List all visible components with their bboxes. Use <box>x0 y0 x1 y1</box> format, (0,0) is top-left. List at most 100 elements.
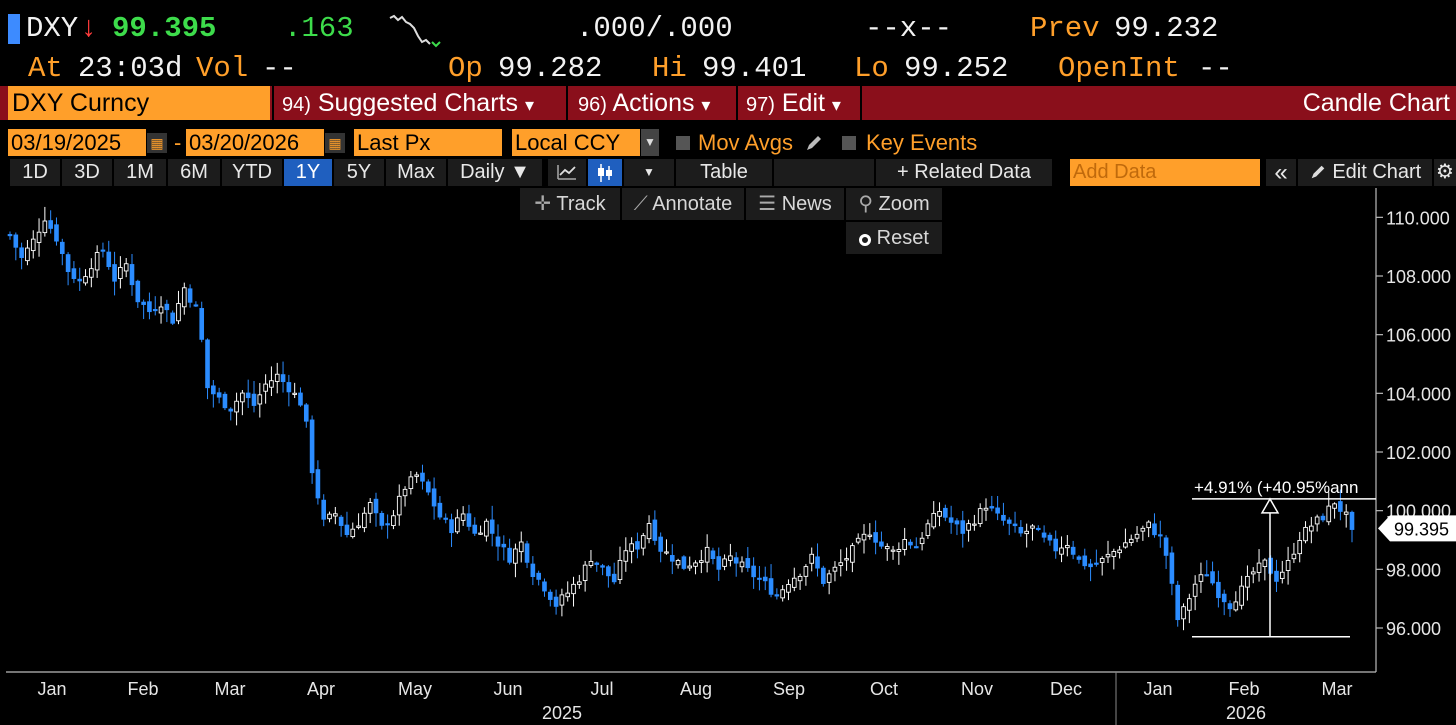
candle-body <box>559 594 565 606</box>
candle-body <box>1082 555 1088 567</box>
candle-body <box>362 512 367 529</box>
tab-ytd[interactable]: YTD <box>222 159 282 186</box>
candle-body <box>1175 584 1181 621</box>
open-interest-label: OpenInt <box>1058 52 1180 85</box>
net-change: .163 <box>284 12 354 45</box>
table-button[interactable]: Table <box>676 159 772 186</box>
menu-number: 94) <box>282 94 311 116</box>
suggested-charts-menu[interactable]: 94) Suggested Charts ▾ <box>282 86 534 120</box>
tab-6m[interactable]: 6M <box>168 159 220 186</box>
reset-button[interactable]: Reset <box>846 222 942 254</box>
candle-body <box>30 238 36 252</box>
candle-body <box>1338 501 1343 512</box>
annotate-button[interactable]: ⟋ Annotate <box>622 188 744 220</box>
at-label: At <box>28 52 63 85</box>
candle-body <box>617 559 623 581</box>
candle-body <box>786 584 791 593</box>
x-tick-label: Nov <box>961 679 993 699</box>
candle-body <box>257 394 263 405</box>
candle-body <box>408 476 414 490</box>
key-events-checkbox[interactable] <box>842 136 856 150</box>
price-field-select[interactable]: Last Px <box>354 129 502 156</box>
actions-menu[interactable]: 96) Actions ▾ <box>578 86 710 120</box>
x-tick-label: Jan <box>1143 679 1172 699</box>
candle-body <box>245 392 251 399</box>
candle-body <box>850 545 855 563</box>
candle-body <box>286 382 292 393</box>
reset-icon <box>859 234 872 246</box>
candle-body <box>77 278 83 282</box>
track-button[interactable]: ✛ Track <box>520 188 620 220</box>
candle-body <box>733 557 739 564</box>
candle-body <box>1012 523 1018 527</box>
candle-body <box>1018 526 1024 534</box>
candle-body <box>1204 574 1210 577</box>
candle-body <box>948 517 954 523</box>
candle-body <box>1221 593 1227 603</box>
candle-body <box>594 562 600 565</box>
add-data-input[interactable]: Add Data <box>1070 159 1260 186</box>
candle-chart-button[interactable] <box>588 159 622 186</box>
mov-avgs-label[interactable]: Mov Avgs <box>698 130 793 155</box>
candle-body <box>983 507 989 511</box>
tab-1d[interactable]: 1D <box>10 159 60 186</box>
candle-body <box>1239 585 1244 606</box>
candle-body <box>106 251 112 268</box>
menu-number: 96) <box>578 94 607 116</box>
candle-body <box>890 549 896 552</box>
calendar-icon[interactable]: ▦ <box>325 133 345 153</box>
tab-1y[interactable]: 1Y <box>284 159 332 186</box>
y-tick-label: 104.000 <box>1386 384 1451 404</box>
mov-avgs-checkbox[interactable] <box>676 136 690 150</box>
candle-body <box>129 264 135 286</box>
candle-body <box>1006 519 1012 524</box>
x-tick-label: Jan <box>37 679 66 699</box>
candle-body <box>460 513 466 521</box>
candle-body <box>135 280 141 303</box>
candle-body <box>902 539 907 550</box>
candle-body <box>606 566 611 577</box>
volume: -- <box>262 52 297 85</box>
gear-icon[interactable]: ⚙ <box>1434 159 1456 186</box>
candle-body <box>977 508 983 525</box>
measure-annotation: +4.91% (+40.95%ann 99.395 <box>1192 478 1456 638</box>
candle-body <box>966 523 971 531</box>
related-data-menu[interactable]: + Related Data <box>876 159 1052 186</box>
currency-select[interactable]: Local CCY <box>512 129 640 156</box>
high-price: 99.401 <box>702 52 807 85</box>
frequency-select[interactable]: Daily ▼ <box>448 159 542 186</box>
candle-body <box>658 536 663 552</box>
edit-chart-button[interactable]: Edit Chart <box>1298 159 1432 186</box>
y-tick-label: 108.000 <box>1386 267 1451 287</box>
candle-body <box>501 543 507 548</box>
tab-3d[interactable]: 3D <box>62 159 112 186</box>
start-date-field[interactable]: 03/19/2025 <box>8 129 146 156</box>
candle-body <box>472 524 478 534</box>
collapse-panel-button[interactable]: « <box>1266 159 1296 186</box>
chart-style-dropdown[interactable]: ▼ <box>624 159 674 186</box>
quote-stats: At 23:03d Vol -- Op 99.282 Hi 99.401 Lo … <box>0 50 1456 86</box>
edit-menu[interactable]: 97) Edit ▾ <box>746 86 841 120</box>
calendar-icon[interactable]: ▦ <box>147 133 167 153</box>
candle-body <box>722 558 727 567</box>
candle-body <box>791 577 797 588</box>
candle-body <box>780 589 785 599</box>
candle-body <box>170 312 175 324</box>
candle-body <box>1262 559 1268 567</box>
key-events-label[interactable]: Key Events <box>866 130 978 155</box>
candle-body <box>431 488 437 507</box>
tab-max[interactable]: Max <box>386 159 446 186</box>
chevron-down-icon[interactable]: ▼ <box>641 129 659 156</box>
bid-ask-size: --x-- <box>865 12 953 45</box>
tab-5y[interactable]: 5Y <box>334 159 384 186</box>
tab-1m[interactable]: 1M <box>114 159 166 186</box>
end-date-field[interactable]: 03/20/2026 <box>186 129 324 156</box>
security-field[interactable]: DXY Curncy <box>8 86 270 120</box>
candle-body <box>71 268 77 279</box>
line-chart-button[interactable] <box>548 159 586 186</box>
news-button[interactable]: ☰ News <box>746 188 844 220</box>
candle-body <box>536 572 541 580</box>
zoom-button[interactable]: ⚲ Zoom <box>846 188 942 220</box>
pencil-icon[interactable] <box>804 133 824 153</box>
